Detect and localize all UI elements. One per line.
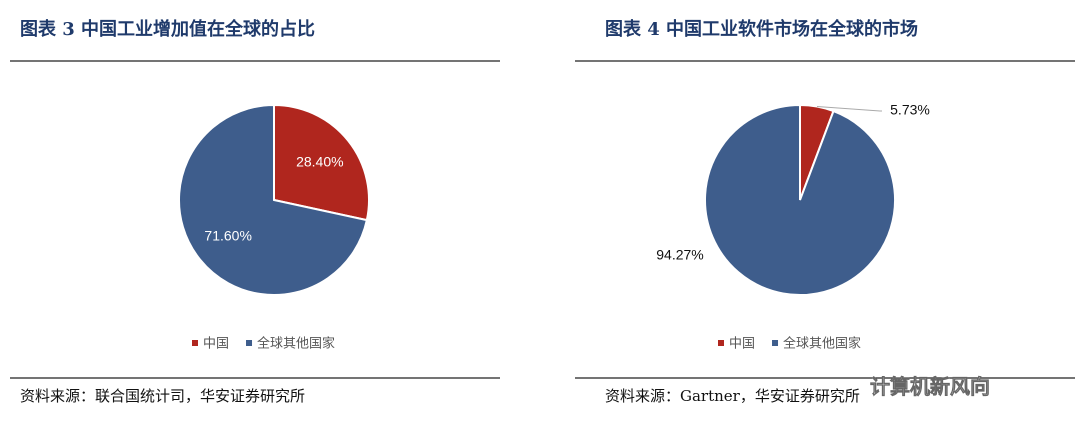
legend-label: 全球其他国家 <box>257 335 335 350</box>
legend-label: 全球其他国家 <box>783 335 861 350</box>
data-label: 94.27% <box>656 247 703 263</box>
watermark: 计算机新风向 <box>870 374 990 398</box>
leader-line <box>816 106 882 112</box>
chart-title: 图表 4 中国工业软件市场在全球的市场 <box>605 18 918 40</box>
source-note: 资料来源：Gartner，华安证券研究所 <box>605 387 860 405</box>
legend-label: 中国 <box>203 335 229 350</box>
pie-slice <box>178 103 369 296</box>
legend-swatch <box>192 340 198 346</box>
data-label: 71.60% <box>204 228 251 244</box>
legend-swatch <box>718 340 724 346</box>
legend-swatch <box>246 340 253 346</box>
legend-swatch <box>772 340 779 346</box>
legend-label: 中国 <box>729 335 755 350</box>
data-label: 5.73% <box>890 102 930 118</box>
source-note: 资料来源：联合国统计司，华安证券研究所 <box>20 387 305 405</box>
pie-slice <box>704 103 896 296</box>
data-label: 28.40% <box>296 154 343 170</box>
pie-slice <box>273 103 370 222</box>
chart-title: 图表 3 中国工业增加值在全球的占比 <box>20 18 315 40</box>
